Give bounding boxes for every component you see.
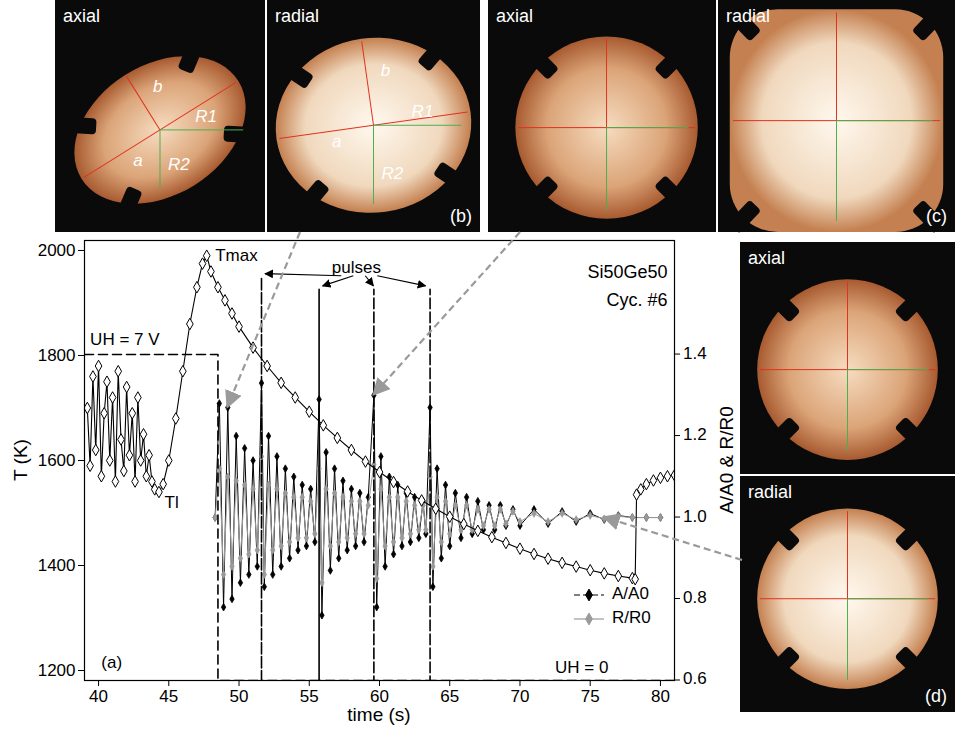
svg-text:R1: R1 — [195, 107, 217, 126]
svg-text:radial: radial — [726, 6, 770, 26]
svg-text:2000: 2000 — [38, 241, 76, 260]
svg-text:b: b — [153, 77, 162, 96]
svg-text:80: 80 — [651, 687, 670, 706]
svg-text:Tmax: Tmax — [215, 246, 258, 265]
svg-text:50: 50 — [230, 687, 249, 706]
svg-text:b: b — [381, 61, 390, 80]
svg-text:R2: R2 — [382, 164, 404, 183]
svg-text:1200: 1200 — [38, 661, 76, 680]
svg-text:70: 70 — [511, 687, 530, 706]
svg-text:a: a — [332, 132, 341, 151]
svg-text:R1: R1 — [412, 102, 434, 121]
svg-text:radial: radial — [275, 6, 319, 26]
svg-text:A/A0: A/A0 — [612, 584, 649, 603]
svg-text:UH = 0: UH = 0 — [555, 658, 608, 677]
svg-text:(b): (b) — [450, 206, 472, 226]
svg-text:65: 65 — [440, 687, 459, 706]
svg-text:a: a — [133, 151, 142, 170]
svg-text:1.0: 1.0 — [683, 507, 707, 526]
svg-text:time (s): time (s) — [347, 704, 410, 725]
svg-text:(a): (a) — [101, 653, 122, 672]
svg-text:(d): (d) — [925, 686, 947, 706]
svg-text:axial: axial — [63, 6, 100, 26]
svg-text:1400: 1400 — [38, 556, 76, 575]
svg-text:45: 45 — [159, 687, 178, 706]
svg-text:R2: R2 — [168, 155, 190, 174]
svg-text:radial: radial — [748, 482, 792, 502]
svg-text:1800: 1800 — [38, 346, 76, 365]
svg-text:axial: axial — [748, 248, 785, 268]
svg-text:pulses: pulses — [332, 258, 381, 277]
svg-text:UH = 7 V: UH = 7 V — [90, 330, 160, 349]
svg-text:A/A0 & R/R0: A/A0 & R/R0 — [716, 406, 737, 514]
svg-text:Si50Ge50: Si50Ge50 — [587, 262, 667, 282]
svg-text:1.4: 1.4 — [683, 344, 707, 363]
svg-text:1.2: 1.2 — [683, 425, 707, 444]
svg-text:(c): (c) — [926, 206, 947, 226]
svg-text:axial: axial — [496, 6, 533, 26]
svg-text:1600: 1600 — [38, 451, 76, 470]
svg-text:T (K): T (K) — [10, 439, 31, 481]
svg-text:40: 40 — [89, 687, 108, 706]
svg-text:55: 55 — [300, 687, 319, 706]
svg-text:60: 60 — [370, 687, 389, 706]
svg-text:75: 75 — [581, 687, 600, 706]
svg-text:R/R0: R/R0 — [612, 608, 651, 627]
svg-text:0.6: 0.6 — [683, 669, 707, 688]
svg-text:Cyc. #6: Cyc. #6 — [606, 290, 667, 310]
svg-text:0.8: 0.8 — [683, 588, 707, 607]
svg-text:Tl: Tl — [165, 493, 179, 512]
